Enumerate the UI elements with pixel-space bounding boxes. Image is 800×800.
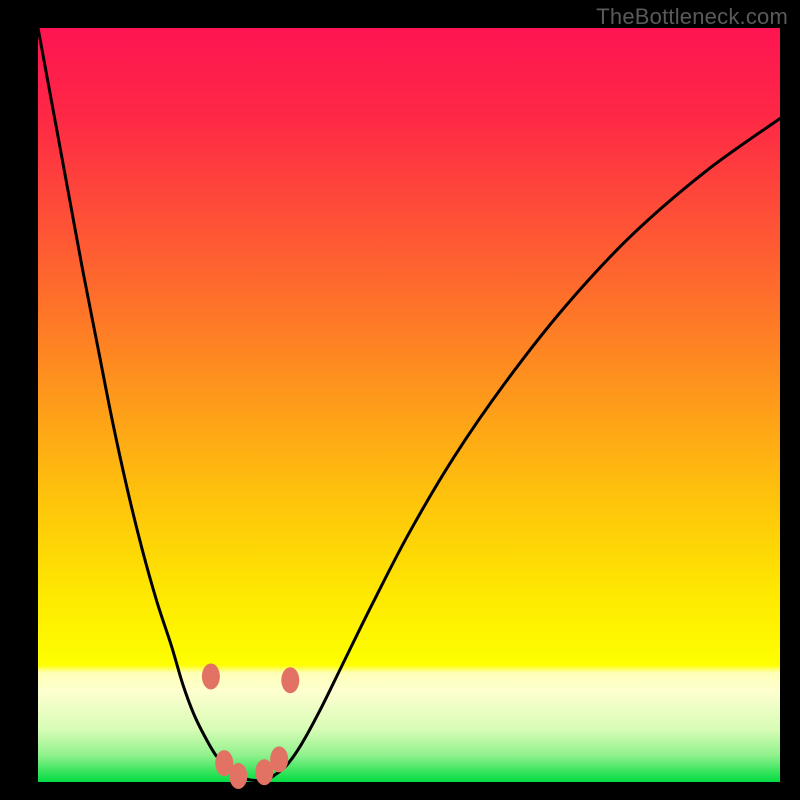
curve-marker-2 xyxy=(229,763,247,789)
gradient-background xyxy=(38,28,780,782)
curve-marker-4 xyxy=(270,746,288,772)
chart-container: TheBottleneck.com xyxy=(0,0,800,800)
watermark-label: TheBottleneck.com xyxy=(596,4,788,30)
curve-marker-0 xyxy=(202,663,220,689)
bottleneck-chart xyxy=(0,0,800,800)
curve-marker-5 xyxy=(281,667,299,693)
